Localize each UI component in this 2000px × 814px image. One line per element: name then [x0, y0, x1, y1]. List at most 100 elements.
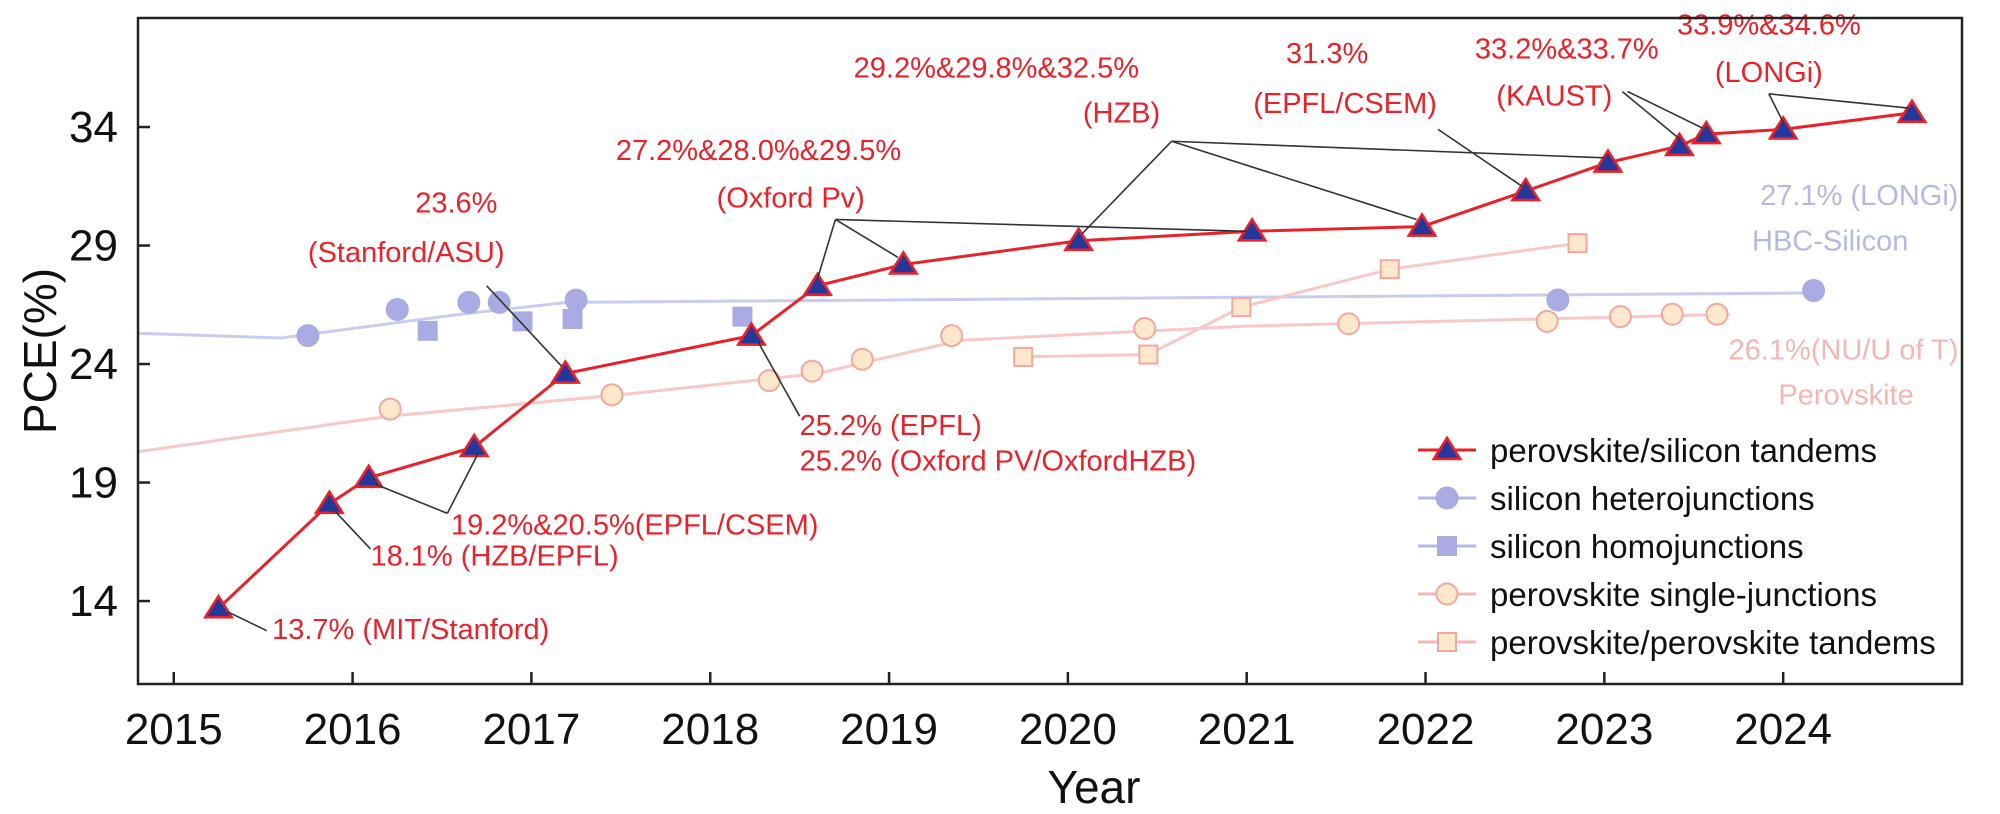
legend-label: perovskite single-junctions — [1490, 576, 1877, 613]
y-tick-label: 24 — [69, 340, 118, 389]
legend-label: perovskite/silicon tandems — [1490, 432, 1877, 469]
x-tick-label: 2019 — [840, 705, 938, 754]
perovskite-single-junctions-point — [1535, 309, 1559, 333]
annotation-leader-line — [816, 219, 837, 279]
x-tick-label: 2021 — [1198, 705, 1296, 754]
silicon-homojunctions-point — [562, 309, 583, 330]
perovskite-single-junctions-point — [600, 383, 624, 407]
y-tick-label: 14 — [69, 577, 118, 626]
silicon-homojunctions-legend-marker — [1437, 536, 1457, 556]
annotation-leader-line — [1768, 93, 1784, 123]
x-tick-label: 2024 — [1734, 705, 1832, 754]
perovskite-silicon-tandems-point — [1690, 119, 1722, 145]
perovskite-single-junctions-legend-marker — [1435, 582, 1459, 606]
perovskite-silicon-tandems-point — [1896, 98, 1928, 124]
annotation-leader-line — [1171, 140, 1605, 159]
silicon-heterojunctions-point — [1802, 279, 1826, 303]
annotation-leader-line — [757, 342, 801, 417]
annotation-leader-line — [1437, 128, 1523, 187]
perovskite-single-junctions-point — [378, 397, 402, 421]
silicon-homojunctions-point — [732, 306, 753, 327]
annotation-leader-line — [1621, 90, 1680, 140]
annotation-label: 26.1%(NU/U of T) — [1729, 334, 1959, 366]
legend-label: silicon homojunctions — [1490, 528, 1804, 565]
x-tick-label: 2018 — [661, 705, 759, 754]
perovskite-single-junctions-point — [800, 359, 824, 383]
silicon-heterojunctions-point — [385, 298, 409, 322]
perovskite-perovskite-tandems-point — [1013, 346, 1034, 367]
perovskite-single-junctions-point — [850, 347, 874, 371]
perovskite-single-junctions-point — [757, 369, 781, 393]
annotation-label: (HZB) — [1083, 97, 1160, 129]
perovskite-silicon-tandems-point — [458, 432, 490, 458]
annotation-label: 13.7% (MIT/Stanford) — [272, 614, 549, 646]
plot-area-frame — [136, 16, 1964, 686]
y-axis-ticks: 14 19 24 29 34 — [69, 103, 150, 626]
annotation-label: 25.2% (EPFL) — [800, 410, 982, 442]
x-axis-ticks: 2015 2016 2017 2018 2019 2020 2021 2022 2023 2024 — [125, 672, 1832, 754]
annotation-label: 18.1% (HZB/EPFL) — [370, 540, 618, 572]
y-axis-title: PCE(%) — [14, 268, 66, 434]
annotation-leader-line — [1081, 140, 1173, 235]
perovskite-single-junctions-point — [1337, 312, 1361, 336]
perovskite-silicon-tandems-point — [1767, 114, 1799, 140]
silicon-heterojunctions-point — [1546, 288, 1570, 312]
y-tick-label: 34 — [69, 103, 118, 152]
legend-label: silicon heterojunctions — [1490, 480, 1815, 517]
annotation-label: 29.2%&29.8%&32.5% — [854, 52, 1139, 84]
annotation-label: (EPFL/CSEM) — [1253, 88, 1437, 120]
perovskite-silicon-tandems-point — [1510, 176, 1542, 202]
annotation-label: 27.1% (LONGi) — [1760, 180, 1958, 212]
perovskite-single-junctions-point — [1133, 316, 1157, 340]
silicon-heterojunctions-point — [457, 290, 481, 314]
annotation-label: 23.6% — [415, 187, 497, 219]
data-series — [202, 98, 1928, 619]
perovskite-silicon-tandems-point — [1592, 148, 1624, 173]
perovskite-perovskite-tandems-point — [1231, 297, 1252, 318]
perovskite-silicon-tandems-point — [549, 359, 581, 384]
perovskite-perovskite-tandems-point — [1567, 233, 1588, 254]
x-tick-label: 2022 — [1377, 705, 1475, 754]
perovskite-single-junctions-point — [1705, 302, 1729, 326]
x-tick-label: 2020 — [1019, 705, 1117, 754]
x-tick-label: 2017 — [482, 705, 580, 754]
silicon-heterojunctions-point — [487, 290, 511, 314]
annotations: 13.7% (MIT/Stanford) 18.1% (HZB/EPFL)19.2… — [272, 10, 1958, 646]
annotation-label: 33.2%&33.7% — [1475, 33, 1659, 65]
perovskite-silicon-tandems-point — [1663, 131, 1696, 157]
annotation-label: Perovskite — [1778, 379, 1913, 411]
silicon-homojunctions-point — [512, 311, 533, 332]
x-tick-label: 2023 — [1555, 705, 1653, 754]
perovskite-silicon-tandems-point — [202, 593, 235, 619]
annotation-leader-line — [373, 482, 448, 515]
silicon-heterojunctions-legend-marker — [1435, 486, 1459, 510]
annotation-leader-line — [227, 610, 268, 632]
perovskite-silicon-tandems-point — [353, 463, 385, 489]
y-tick-label: 19 — [69, 459, 118, 508]
perovskite-perovskite-tandems-point — [1379, 259, 1400, 280]
perovskite-silicon-tandems-point — [1236, 216, 1268, 242]
annotation-leader-line — [334, 510, 372, 550]
annotation-leader-line — [446, 453, 479, 514]
perovskite-silicon-tandems-point — [887, 250, 919, 275]
silicon-trend-line — [137, 291, 1819, 340]
legend: perovskite/silicon tandems silicon hetero… — [1418, 432, 1936, 661]
perovskite-silicon-tandems-point — [735, 321, 767, 346]
annotation-label: 33.9%&34.6% — [1677, 10, 1861, 42]
annotation-label: (Stanford/ASU) — [308, 237, 505, 269]
legend-label: perovskite/perovskite tandems — [1490, 624, 1936, 661]
annotation-label: HBC-Silicon — [1752, 225, 1908, 257]
annotation-leaders — [227, 90, 1909, 632]
perovskite-perovskite-tandems-legend-marker — [1437, 632, 1457, 652]
perovskite-silicon-tandems-point — [313, 489, 345, 515]
annotation-label: 19.2%&20.5%(EPFL/CSEM) — [451, 510, 818, 542]
perovskite-silicon-tandems-point — [801, 271, 834, 297]
perovskite-silicon-tandems-point — [1406, 212, 1438, 237]
silicon-heterojunctions-point — [564, 288, 588, 312]
x-axis-title: Year — [1048, 761, 1141, 813]
annotation-leader-line — [1627, 90, 1704, 129]
x-tick-label: 2016 — [304, 705, 402, 754]
annotation-label: (Oxford Pv) — [717, 183, 865, 215]
annotation-label: (KAUST) — [1496, 81, 1612, 113]
